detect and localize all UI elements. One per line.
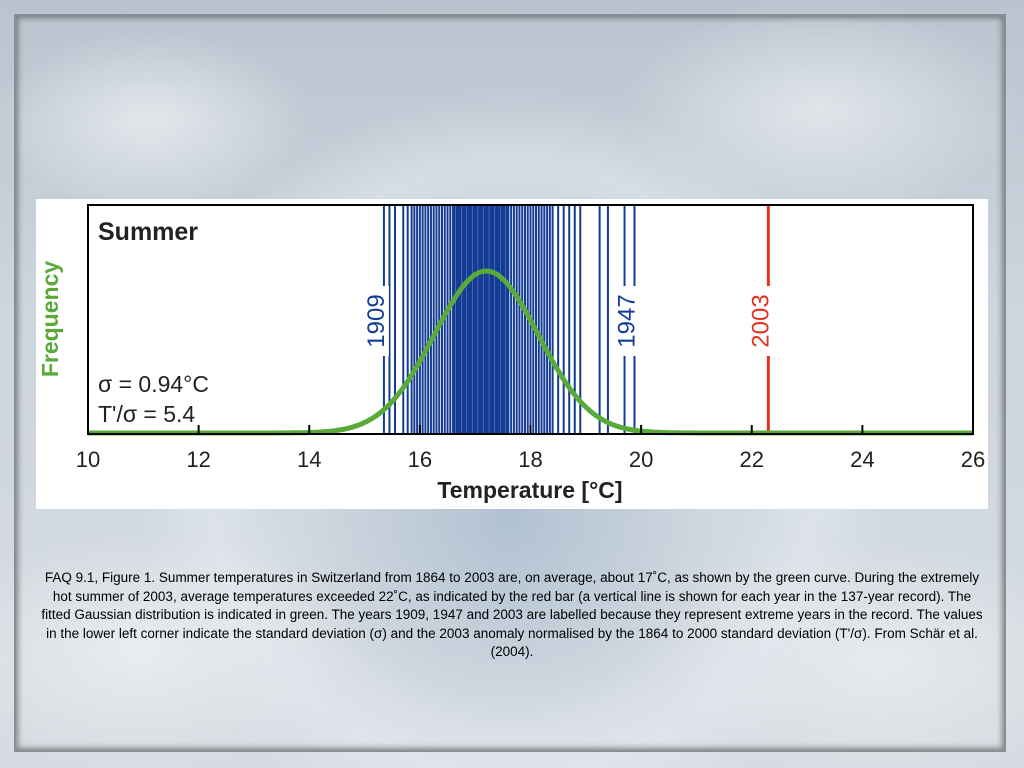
x-tick-label: 24 [850, 447, 874, 472]
chart-svg: 10 12 14 16 18 20 22 24 26 1909 1947 2003 Summer σ… [37, 204, 985, 503]
x-tick-label: 10 [76, 447, 100, 472]
x-tick-label: 16 [408, 447, 432, 472]
sigma-annotation: σ = 0.94°C [98, 371, 209, 397]
x-tick-label: 20 [629, 447, 653, 472]
year-labels-group: 1909 1947 2003 [358, 286, 774, 356]
figure-caption: FAQ 9.1, Figure 1. Summer temperatures i… [41, 570, 983, 660]
x-tick-label: 12 [186, 447, 210, 472]
chart-figure: 10 12 14 16 18 20 22 24 26 1909 1947 2003 Summer σ… [36, 199, 988, 509]
x-tick-label: 14 [297, 447, 321, 472]
x-tick-label: 26 [961, 447, 985, 472]
chart-title: Summer [98, 218, 198, 246]
year-label: 2003 [747, 294, 774, 347]
ratio-annotation: T'/σ = 5.4 [98, 401, 195, 427]
y-axis-label: Frequency [37, 261, 63, 378]
x-axis-ticks: 10 12 14 16 18 20 22 24 26 [76, 425, 985, 472]
year-label-backdrop [609, 286, 640, 356]
plot-frame [87, 204, 974, 435]
x-tick-label: 18 [518, 447, 542, 472]
year-label-backdrop [743, 286, 774, 356]
x-axis-label: Temperature [°C] [437, 477, 622, 503]
year-label-backdrop [358, 286, 389, 356]
year-label: 1947 [613, 294, 640, 347]
x-tick-label: 22 [740, 447, 764, 472]
year-lines-group [382, 205, 770, 433]
year-label: 1909 [363, 294, 390, 347]
